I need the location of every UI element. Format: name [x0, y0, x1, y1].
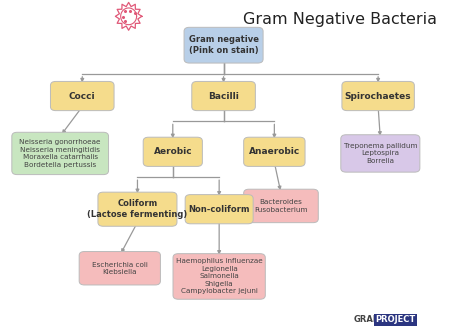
FancyBboxPatch shape	[143, 137, 202, 166]
Text: Bacteroides
Fusobacterium: Bacteroides Fusobacterium	[254, 199, 308, 213]
Text: Coliform
(Lactose fermenting): Coliform (Lactose fermenting)	[87, 199, 188, 219]
Text: Gram Negative Bacteria: Gram Negative Bacteria	[244, 12, 438, 27]
FancyBboxPatch shape	[244, 137, 305, 166]
Text: Spirochaetes: Spirochaetes	[345, 91, 411, 100]
FancyBboxPatch shape	[185, 195, 253, 224]
Text: Escherichia coli
Klebsiella: Escherichia coli Klebsiella	[92, 262, 148, 275]
Text: Bacilli: Bacilli	[208, 91, 239, 100]
Text: GRAM: GRAM	[354, 315, 382, 324]
Text: Haemophilus influenzae
Legionella
Salmonella
Shigella
Campylobacter jejuni: Haemophilus influenzae Legionella Salmon…	[176, 259, 263, 294]
FancyBboxPatch shape	[12, 132, 109, 175]
FancyBboxPatch shape	[50, 81, 114, 111]
Text: Cocci: Cocci	[69, 91, 96, 100]
FancyBboxPatch shape	[184, 27, 263, 63]
FancyBboxPatch shape	[244, 189, 319, 223]
FancyBboxPatch shape	[342, 81, 414, 111]
Text: Neisseria gonorrhoeae
Neisseria meningitidis
Moraxella catarrhalis
Bordetella pe: Neisseria gonorrhoeae Neisseria meningit…	[19, 139, 101, 168]
FancyBboxPatch shape	[341, 135, 420, 172]
Text: Non-coliform: Non-coliform	[188, 205, 250, 214]
FancyBboxPatch shape	[79, 252, 160, 285]
Text: Gram negative
(Pink on stain): Gram negative (Pink on stain)	[189, 35, 259, 55]
FancyBboxPatch shape	[192, 81, 255, 111]
Text: Treponema pallidum
Leptospira
Borrelia: Treponema pallidum Leptospira Borrelia	[344, 143, 417, 164]
Text: Aerobic: Aerobic	[154, 147, 192, 156]
FancyBboxPatch shape	[173, 254, 265, 299]
Text: PROJECT: PROJECT	[375, 315, 415, 324]
FancyBboxPatch shape	[98, 192, 177, 226]
Text: Anaerobic: Anaerobic	[249, 147, 300, 156]
